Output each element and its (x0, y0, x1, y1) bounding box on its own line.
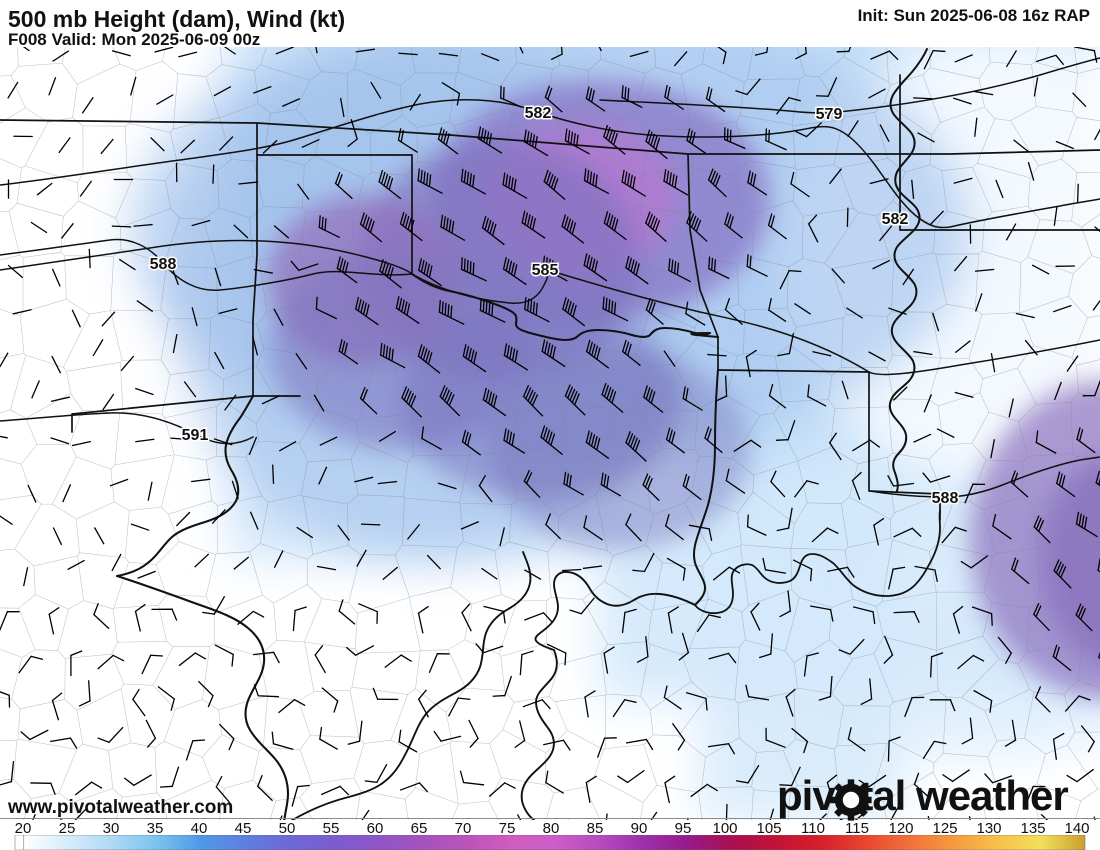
svg-text:55: 55 (323, 820, 340, 837)
svg-text:585: 585 (532, 262, 559, 279)
svg-text:579: 579 (816, 106, 843, 123)
svg-text:85: 85 (587, 820, 604, 837)
svg-text:65: 65 (411, 820, 428, 837)
svg-text:125: 125 (932, 820, 957, 837)
svg-text:35: 35 (147, 820, 164, 837)
svg-text:40: 40 (191, 820, 208, 837)
svg-text:110: 110 (801, 820, 825, 837)
svg-text:60: 60 (367, 820, 384, 837)
svg-text:75: 75 (499, 820, 516, 837)
svg-text:588: 588 (932, 490, 959, 507)
svg-text:588: 588 (150, 256, 177, 273)
svg-text:30: 30 (103, 820, 120, 837)
svg-text:25: 25 (59, 820, 76, 837)
svg-text:80: 80 (543, 820, 560, 837)
svg-text:20: 20 (15, 820, 32, 837)
svg-text:130: 130 (976, 820, 1001, 837)
svg-text:582: 582 (882, 211, 909, 228)
svg-text:582: 582 (525, 105, 552, 122)
svg-text:pivotal weather: pivotal weather (777, 772, 1068, 819)
svg-text:135: 135 (1020, 820, 1045, 837)
svg-text:90: 90 (631, 820, 648, 837)
svg-text:50: 50 (279, 820, 296, 837)
svg-text:120: 120 (888, 820, 913, 837)
svg-text:105: 105 (756, 820, 781, 837)
svg-text:115: 115 (845, 820, 869, 837)
svg-text:70: 70 (455, 820, 472, 837)
svg-text:100: 100 (712, 820, 737, 837)
svg-text:591: 591 (182, 427, 209, 444)
svg-text:140: 140 (1064, 820, 1089, 837)
svg-text:95: 95 (675, 820, 692, 837)
svg-text:45: 45 (235, 820, 252, 837)
